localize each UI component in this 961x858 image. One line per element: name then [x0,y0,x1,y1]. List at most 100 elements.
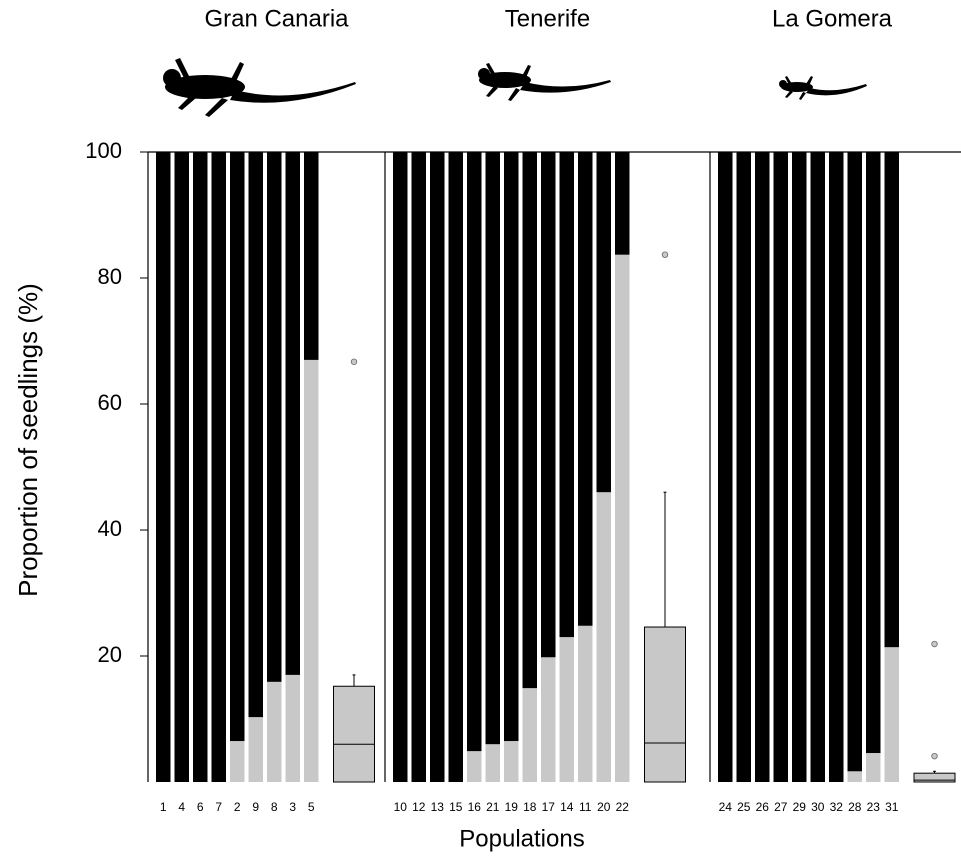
bar-segment [230,741,245,782]
bar-segment [304,359,319,782]
panel-title: Tenerife [505,5,590,32]
panel-title: Gran Canaria [204,5,349,32]
x-tick-label: 26 [756,800,770,814]
bar-segment [248,152,263,718]
x-tick-label: 15 [449,800,463,814]
bar-segment [522,688,537,782]
bar-segment [285,152,300,675]
bar-segment [467,152,482,752]
bar-segment [522,152,537,689]
x-tick-label: 32 [830,800,844,814]
bar-segment [810,152,825,782]
bar-segment [847,152,862,772]
bar-segment [485,744,500,782]
x-tick-label: 2 [234,800,241,814]
x-tick-label: 23 [867,800,881,814]
x-tick-label: 4 [178,800,185,814]
bar-segment [773,152,788,782]
bar-segment [578,625,593,782]
x-tick-label: 8 [271,800,278,814]
outlier [350,358,358,365]
lizard-icon [163,58,356,117]
bar-segment [504,741,519,782]
bar-segment [559,152,574,638]
bar-segment [884,647,899,782]
x-tick-label: 20 [597,800,611,814]
bar-segment [411,152,426,782]
bar-segment [541,657,556,782]
bar-segment [248,717,263,782]
bar-segment [866,152,881,754]
x-tick-label: 13 [431,800,445,814]
bar-segment [174,152,189,782]
outlier [931,640,938,648]
x-tick-label: 11 [579,800,592,814]
bar-segment [304,152,319,360]
y-tick-label: 60 [98,390,122,415]
x-tick-label: 12 [412,800,426,814]
box [913,772,956,783]
x-tick-label: 30 [811,800,825,814]
lizard-icon [478,63,611,101]
bar-segment [792,152,807,782]
box [644,626,686,783]
panel-title: La Gomera [772,5,893,32]
bar-segment [596,492,611,782]
y-tick-label: 40 [98,516,122,541]
bar-segment [847,771,862,782]
lizard-icon [779,76,867,100]
bar-segment [448,152,463,782]
bar-segment [467,751,482,782]
bar-segment [156,152,171,782]
bar-segment [541,152,556,658]
bar-segment [267,152,282,682]
x-tick-label: 31 [885,800,899,814]
bar-segment [578,152,593,626]
x-tick-label: 17 [542,800,556,814]
bar-segment [285,674,300,782]
x-tick-label: 29 [793,800,807,814]
x-tick-label: 1 [160,800,167,814]
x-tick-label: 24 [719,800,733,814]
x-tick-label: 22 [616,800,630,814]
x-tick-label: 10 [394,800,408,814]
bar-segment [866,753,881,782]
x-tick-label: 28 [848,800,862,814]
bar-segment [211,152,226,782]
bar-segment [485,152,500,745]
bar-segment [615,152,630,255]
outlier [661,251,669,258]
y-tick-label: 80 [98,264,122,289]
x-tick-label: 7 [215,800,222,814]
x-tick-label: 3 [289,800,296,814]
x-axis-label: Populations [459,825,584,852]
box [333,685,375,783]
x-tick-label: 19 [505,800,519,814]
bar-segment [718,152,733,782]
bar-segment [596,152,611,493]
y-tick-label: 20 [98,642,122,667]
bar-segment [736,152,751,782]
y-axis-label: Proportion of seedlings (%) [13,283,43,597]
bar-segment [393,152,408,782]
x-tick-label: 25 [737,800,751,814]
outlier [931,752,938,760]
x-tick-label: 14 [560,800,574,814]
bar-segment [193,152,208,782]
x-tick-label: 18 [523,800,537,814]
x-tick-label: 5 [308,800,315,814]
bar-segment [559,637,574,782]
bar-segment [267,681,282,782]
x-tick-label: 9 [252,800,259,814]
bar-segment [230,152,245,742]
x-tick-label: 6 [197,800,204,814]
bar-segment [504,152,519,742]
bar-segment [884,152,899,648]
bar-segment [829,152,844,782]
x-tick-label: 16 [468,800,482,814]
bar-segment [755,152,770,782]
x-tick-label: 21 [486,800,500,814]
x-tick-label: 27 [774,800,788,814]
y-tick-label: 100 [85,138,122,163]
